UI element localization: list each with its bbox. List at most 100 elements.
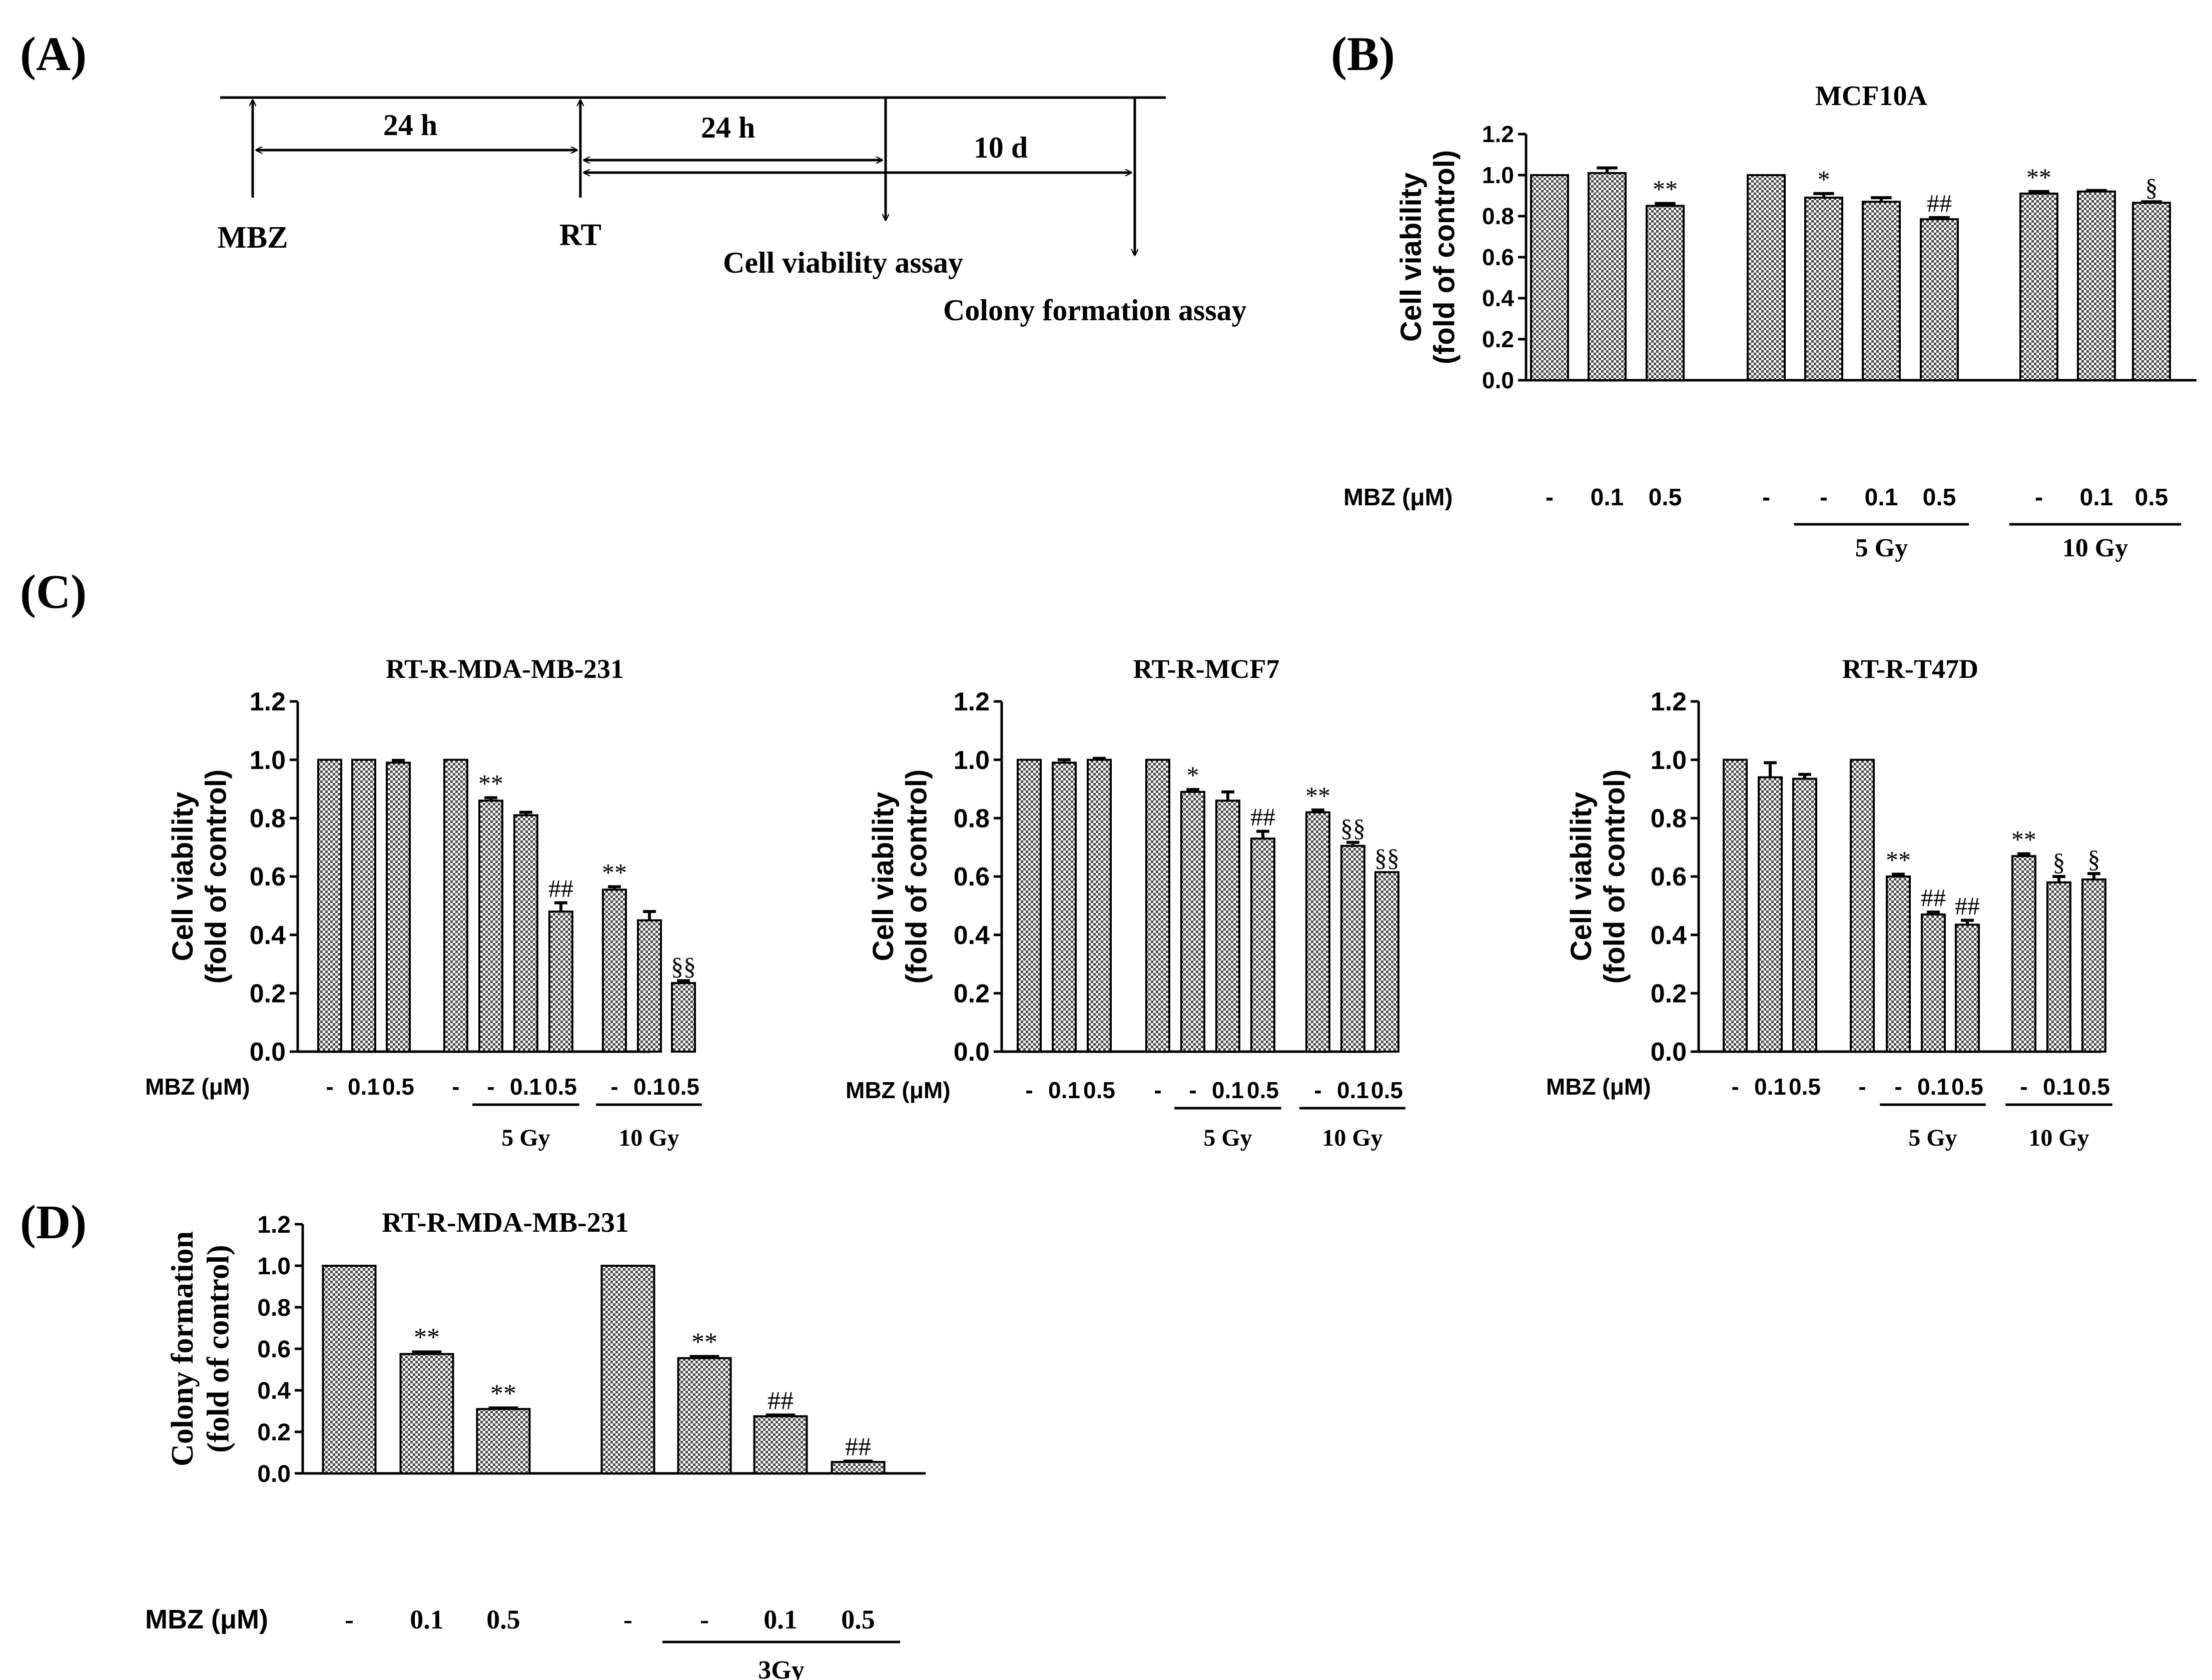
x-category-label: - [1762, 484, 1770, 511]
bar [1804, 197, 1843, 381]
panel-label-b: (B) [1331, 27, 1395, 81]
x-category-label: 0.5 [382, 1074, 414, 1100]
x-category-label: 0.5 [841, 1604, 875, 1634]
significance-annotation: ## [1955, 892, 1980, 920]
bar [1588, 172, 1627, 381]
significance-annotation: ** [691, 1328, 717, 1356]
y-tick-label: 0.2 [1651, 980, 1687, 1009]
bar [548, 911, 573, 1053]
dose-group-label: 3Gy [758, 1656, 804, 1680]
bar [1052, 761, 1077, 1053]
x-category-label: 0.5 [486, 1604, 520, 1634]
x-category-label: 0.5 [1649, 484, 1682, 511]
x-category-label: - [1546, 484, 1554, 511]
bar [1646, 205, 1685, 381]
bar [753, 1415, 808, 1474]
bar [1920, 218, 1959, 381]
x-category-label: 0.5 [1951, 1074, 1983, 1100]
x-category-label: 0.5 [545, 1074, 577, 1100]
x-category-label: 0.1 [1212, 1077, 1244, 1103]
x-category-label: 0.1 [1337, 1077, 1369, 1103]
bar [1250, 837, 1275, 1053]
bar [1374, 871, 1399, 1053]
y-tick-label: 0.0 [1482, 367, 1514, 393]
y-tick-label: 1.2 [954, 687, 990, 716]
x-category-label: - [2035, 484, 2043, 511]
y-tick-label: 0.6 [1482, 244, 1514, 270]
x-category-label: 0.5 [1923, 484, 1956, 511]
x-axis-prefix: MBZ (μM) [145, 1074, 250, 1100]
bar [1850, 758, 1875, 1053]
y-tick-label: 0.6 [1651, 863, 1687, 892]
significance-annotation: ** [2026, 163, 2051, 191]
bar [2046, 881, 2071, 1053]
x-category-label: 0.1 [1048, 1077, 1080, 1103]
x-category-label: 0.5 [2078, 1074, 2110, 1100]
bar [602, 889, 627, 1053]
x-category-label: 0.1 [348, 1074, 380, 1100]
x-category-label: 0.1 [764, 1604, 798, 1634]
y-axis-label: Cell viability(fold of control) [1565, 769, 1631, 984]
y-tick-label: 1.2 [250, 687, 286, 716]
significance-annotation: ## [1921, 884, 1946, 912]
x-category-label: - [1154, 1077, 1161, 1103]
x-category-label: - [1858, 1074, 1866, 1100]
bar [1747, 174, 1786, 381]
bar [671, 982, 696, 1053]
rt-event-label: RT [559, 218, 601, 252]
bar [1305, 811, 1330, 1053]
significance-annotation: ** [602, 858, 627, 886]
x-category-label: - [452, 1074, 459, 1100]
x-category-label: - [345, 1604, 354, 1634]
bar [2019, 192, 2058, 381]
x-axis-prefix: MBZ (μM) [1343, 484, 1453, 511]
x-axis-prefix: MBZ (μM) [846, 1077, 951, 1103]
y-axis-label: Cell viability(fold of control) [867, 769, 933, 984]
bar [1723, 758, 1748, 1053]
x-category-label: - [623, 1604, 632, 1634]
bar [399, 1353, 454, 1474]
significance-annotation: §§ [671, 952, 696, 980]
x-category-label: 0.5 [2135, 484, 2168, 511]
bar [1886, 876, 1911, 1053]
significance-annotation: ** [490, 1379, 516, 1408]
x-category-label: - [1894, 1074, 1902, 1100]
y-tick-label: 1.0 [1651, 746, 1687, 775]
cell-viability-assay-label: Cell viability assay [723, 246, 963, 279]
y-tick-label: 0.8 [1651, 804, 1687, 833]
x-category-label: 0.5 [1371, 1077, 1403, 1103]
chart-rt-r-mda-mb-231: RT-R-MDA-MB-231 Cell viability(fold of co… [145, 654, 702, 1151]
significance-annotation: ## [768, 1386, 794, 1415]
dose-group-label: 10 Gy [2028, 1125, 2089, 1151]
x-category-label: - [326, 1074, 333, 1100]
panel-label-a: (A) [20, 27, 87, 81]
x-category-label: - [1314, 1077, 1321, 1103]
significance-annotation: ## [548, 875, 573, 903]
bar [2132, 202, 2171, 381]
x-category-label: - [1731, 1074, 1739, 1100]
y-axis-label-line: (fold of control) [201, 1245, 235, 1453]
y-tick-label: 1.0 [1482, 162, 1514, 188]
significance-annotation: * [1187, 761, 1199, 789]
bar [476, 1408, 531, 1475]
bar [478, 799, 503, 1053]
y-tick-label: 1.2 [1482, 121, 1514, 147]
y-axis-label-line: Cell viability [1395, 173, 1427, 342]
y-tick-label: 0.4 [954, 921, 990, 950]
y-axis-label: Cell viability(fold of control) [1395, 150, 1461, 364]
x-category-label: 0.5 [1789, 1074, 1821, 1100]
significance-annotation: ** [478, 769, 503, 797]
y-axis-label-line: Colony formation [166, 1231, 200, 1466]
bar [386, 761, 411, 1053]
x-category-label: 0.1 [2043, 1074, 2075, 1100]
bar [1530, 174, 1569, 381]
mbz-event-label: MBZ [217, 221, 288, 255]
y-tick-label: 0.4 [1482, 285, 1514, 311]
y-tick-label: 0.2 [1482, 326, 1514, 352]
x-category-label: 0.1 [410, 1604, 444, 1634]
bar [1017, 758, 1042, 1053]
x-category-label: 0.1 [1591, 484, 1624, 511]
x-axis-prefix: MBZ (μM) [145, 1604, 268, 1634]
y-tick-label: 0.8 [954, 804, 990, 833]
significance-annotation: § [2145, 173, 2158, 201]
